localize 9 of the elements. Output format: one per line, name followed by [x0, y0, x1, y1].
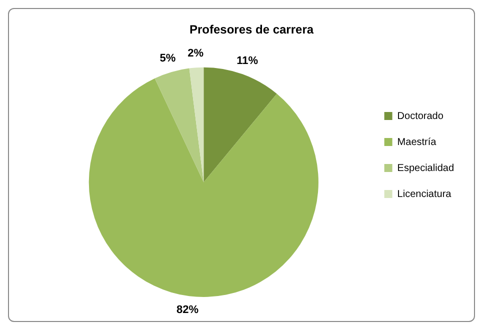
legend-label: Licenciatura [397, 188, 452, 200]
data-label: 5% [160, 52, 176, 65]
data-label: 2% [188, 48, 204, 60]
data-label: 82% [176, 304, 199, 316]
data-label: 11% [236, 55, 258, 68]
legend-label: Maestría [397, 136, 437, 148]
chart-title: Profesores de carrera [189, 22, 314, 37]
legend-label: Especialidad [397, 162, 454, 174]
legend-label: Doctorado [397, 110, 444, 122]
